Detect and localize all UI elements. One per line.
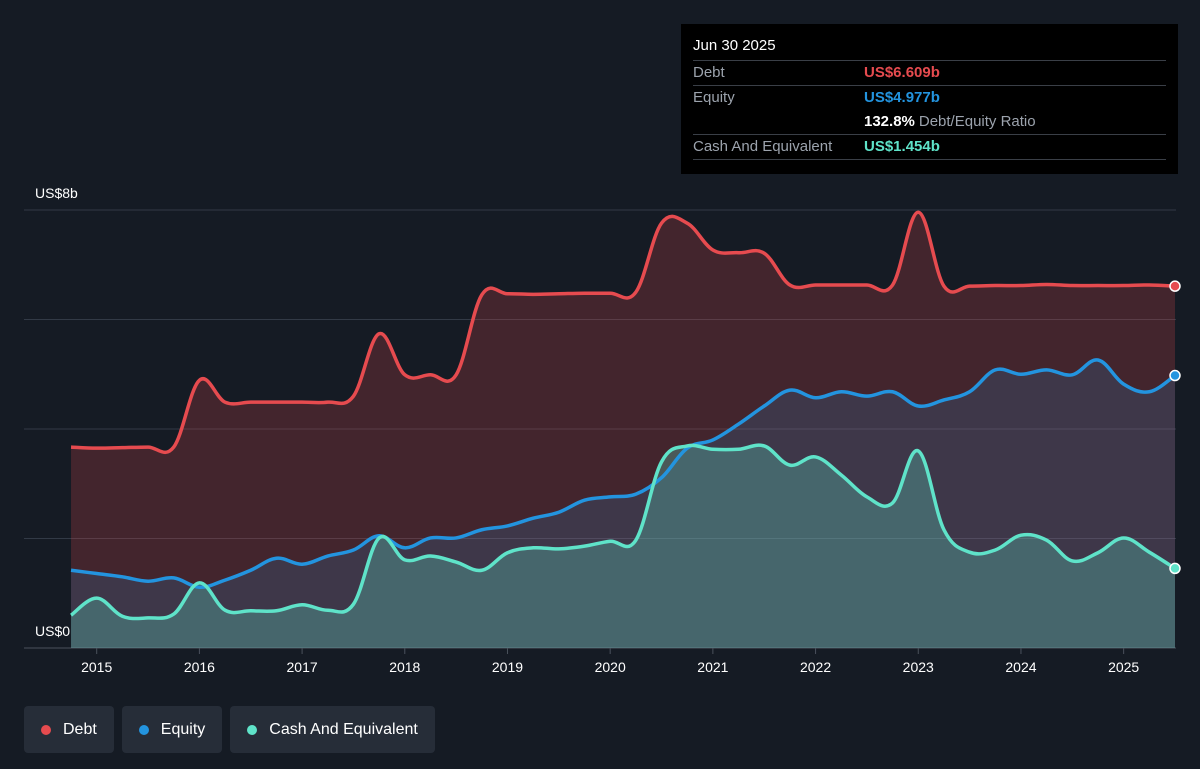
tooltip-value: US$6.609b <box>864 64 940 81</box>
legend-item[interactable]: Debt <box>24 706 114 753</box>
x-tick-label: 2017 <box>287 659 318 675</box>
area <box>71 359 1175 648</box>
x-tick-label: 2025 <box>1108 659 1139 675</box>
x-tick-label: 2023 <box>903 659 934 675</box>
legend-item[interactable]: Cash And Equivalent <box>230 706 435 753</box>
y-tick-label: US$0 <box>35 623 70 639</box>
legend-swatch <box>138 724 149 735</box>
end-marker <box>1169 562 1181 575</box>
tooltip-label: Debt <box>693 64 725 81</box>
y-tick-label: US$8b <box>35 185 78 201</box>
tooltip: Jun 30 2025 Debt US$6.609b Equity US$4.9… <box>681 24 1178 174</box>
tooltip-row: Debt US$6.609b <box>693 60 1166 85</box>
tooltip-label: Cash And Equivalent <box>693 138 833 155</box>
tooltip-row: Cash And Equivalent US$1.454b <box>693 134 1166 160</box>
tooltip-row: 132.8% Debt/Equity Ratio <box>693 110 1166 134</box>
tooltip-value: US$1.454b <box>864 138 940 155</box>
line <box>70 358 1177 589</box>
tooltip-date: Jun 30 2025 <box>693 37 776 54</box>
legend-swatch <box>247 724 258 735</box>
legend-label: Cash And Equivalent <box>269 720 418 738</box>
tooltip-value: US$4.977b <box>864 89 940 106</box>
end-marker <box>1169 369 1181 382</box>
area <box>71 212 1175 648</box>
x-tick-label: 2016 <box>184 659 215 675</box>
x-tick-label: 2018 <box>389 659 420 675</box>
legend-label: Debt <box>63 720 97 738</box>
ratio-label: Debt/Equity Ratio <box>918 113 1036 130</box>
x-tick-label: 2021 <box>697 659 728 675</box>
legend-swatch <box>41 724 51 735</box>
x-tick-label: 2019 <box>492 659 523 675</box>
tooltip-row: Equity US$4.977b <box>693 85 1166 110</box>
line <box>70 210 1176 455</box>
ratio-value: 132.8% <box>864 113 915 130</box>
legend-label: Equity <box>160 720 206 738</box>
line <box>69 443 1176 621</box>
x-tick-label: 2015 <box>81 659 112 675</box>
x-tick-label: 2024 <box>1005 659 1036 675</box>
legend: Debt Equity Cash And Equivalent <box>24 706 435 753</box>
x-tick-label: 2022 <box>800 659 831 675</box>
legend-item[interactable]: Equity <box>121 706 223 753</box>
tooltip-label: Equity <box>693 89 735 106</box>
x-tick-label: 2020 <box>595 659 626 675</box>
end-marker <box>1169 280 1181 292</box>
tooltip-spacer <box>693 110 864 134</box>
